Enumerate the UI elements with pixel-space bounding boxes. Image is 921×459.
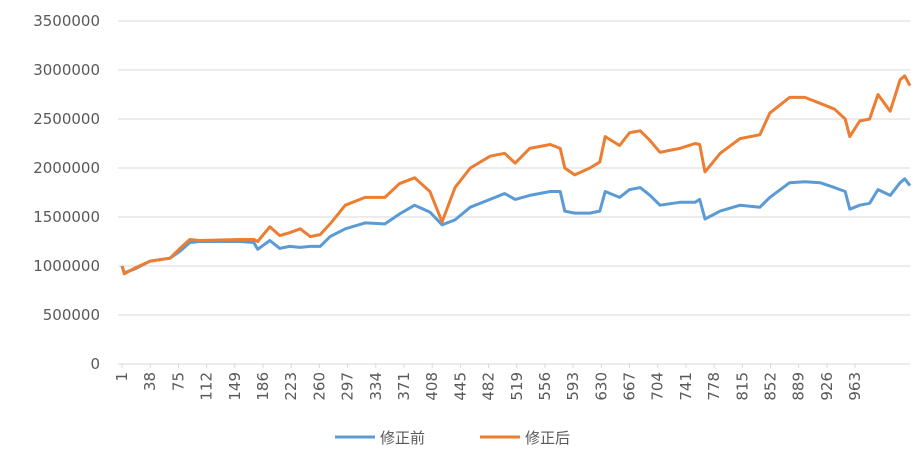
x-tick-label: 667 <box>621 372 639 401</box>
series-line <box>120 74 912 276</box>
x-tick-label: 815 <box>733 372 751 401</box>
x-tick-label: 38 <box>141 372 159 391</box>
y-tick-label: 1000000 <box>33 257 100 275</box>
x-tick-label: 371 <box>395 372 413 401</box>
x-tick-label: 260 <box>310 372 328 401</box>
x-tick-label: 519 <box>508 372 526 401</box>
y-tick-label: 3500000 <box>33 12 100 30</box>
y-tick-label: 500000 <box>43 306 100 324</box>
x-tick-label: 556 <box>536 372 554 401</box>
legend-label: 修正前 <box>380 429 425 447</box>
x-tick-label: 482 <box>480 372 498 401</box>
y-tick-label: 3000000 <box>33 61 100 79</box>
x-tick-label: 926 <box>818 372 836 401</box>
x-tick-label: 408 <box>423 372 441 401</box>
y-tick-label: 0 <box>90 355 100 373</box>
legend-label: 修正后 <box>525 429 570 447</box>
x-tick-label: 1 <box>113 372 131 382</box>
y-tick-label: 2000000 <box>33 159 100 177</box>
x-tick-label: 741 <box>677 372 695 401</box>
x-tick-label: 778 <box>705 372 723 401</box>
x-tick-label: 445 <box>451 372 469 401</box>
x-tick-label: 889 <box>790 372 808 401</box>
x-tick-label: 704 <box>649 372 667 401</box>
x-tick-label: 334 <box>367 372 385 401</box>
x-tick-label: 297 <box>339 372 357 401</box>
x-tick-label: 186 <box>254 372 272 401</box>
x-tick-label: 630 <box>592 372 610 401</box>
x-tick-label: 75 <box>169 372 187 391</box>
x-tick-label: 593 <box>564 372 582 401</box>
x-tick-label: 223 <box>282 372 300 401</box>
y-tick-label: 1500000 <box>33 208 100 226</box>
x-tick-label: 963 <box>846 372 864 401</box>
y-tick-label: 2500000 <box>33 110 100 128</box>
x-tick-label: 149 <box>226 372 244 401</box>
x-tick-label: 112 <box>198 372 216 401</box>
series-line <box>120 177 912 275</box>
x-tick-label: 852 <box>762 372 780 401</box>
